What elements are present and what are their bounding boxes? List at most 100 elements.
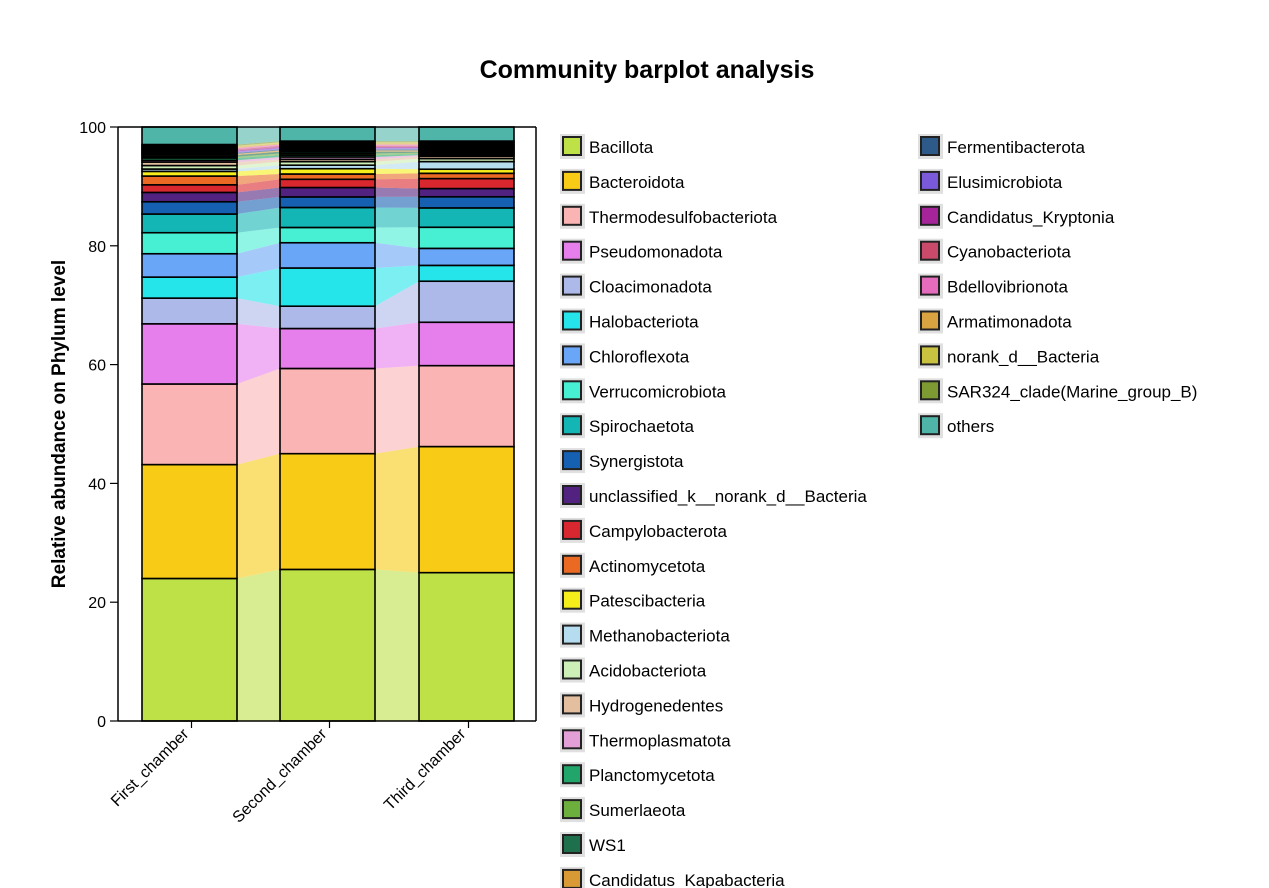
x-tick-label: Third_chamber <box>381 725 470 814</box>
legend-item[interactable]: Sumerlaeota <box>560 797 686 823</box>
bar-segment[interactable] <box>279 305 376 330</box>
legend-item[interactable]: Bdellovibrionota <box>918 273 1069 299</box>
bar-segment[interactable] <box>279 452 376 571</box>
bar-segment[interactable] <box>141 252 238 278</box>
bar-segment[interactable] <box>418 364 515 448</box>
bar-segment[interactable] <box>279 126 376 142</box>
legend-item[interactable]: Halobacteriota <box>560 308 699 334</box>
legend-item[interactable]: norank_d__Bacteria <box>918 343 1100 369</box>
legend-item[interactable]: WS1 <box>560 832 626 857</box>
bar-segment[interactable] <box>418 126 515 142</box>
legend-swatch <box>562 240 582 261</box>
flow-band <box>237 151 280 157</box>
legend-item[interactable]: Pseudomonadota <box>560 238 723 264</box>
bar-segment[interactable] <box>418 177 515 190</box>
bar-segment[interactable] <box>141 175 238 186</box>
bar-segment[interactable] <box>418 195 515 209</box>
flow-band <box>375 156 419 162</box>
bar-segment[interactable] <box>418 247 515 267</box>
bar-segment[interactable] <box>279 568 376 722</box>
legend-label: Candidatus_Kryptonia <box>947 208 1115 227</box>
bar-segment[interactable] <box>141 463 238 580</box>
bar-segment[interactable] <box>418 207 515 229</box>
legend-item[interactable]: Fermentibacterota <box>918 134 1085 159</box>
legend-item[interactable]: Methanobacteriota <box>560 622 730 648</box>
legend-item[interactable]: Elusimicrobiota <box>918 168 1063 194</box>
bar-segment[interactable] <box>418 571 515 722</box>
legend-item[interactable]: Bacteroidota <box>560 168 685 194</box>
bar-segment[interactable] <box>141 213 238 234</box>
bar-segment[interactable] <box>141 577 238 722</box>
bar-segment[interactable] <box>141 323 238 385</box>
legend-item[interactable]: Planctomycetota <box>560 762 715 788</box>
legend-item[interactable]: Spirochaetota <box>560 413 694 439</box>
bar-segment[interactable] <box>418 187 515 198</box>
bar-segment[interactable] <box>141 276 238 299</box>
bar-segment[interactable] <box>279 267 376 307</box>
bar-segment[interactable] <box>279 178 376 189</box>
legend-item[interactable]: Synergistota <box>560 448 684 474</box>
legend-item[interactable]: Thermodesulfobacteriota <box>560 203 778 229</box>
legend-swatch <box>562 310 582 331</box>
bar-segment[interactable] <box>141 383 238 466</box>
legend-item[interactable]: Bacillota <box>560 134 654 159</box>
bar-segment[interactable] <box>279 206 376 229</box>
legend-item[interactable]: Chloroflexota <box>560 343 690 369</box>
bar-segment[interactable] <box>279 196 376 209</box>
legend-item[interactable]: Campylobacterota <box>560 517 728 543</box>
bar-segment[interactable] <box>418 160 515 171</box>
bar-segment[interactable] <box>141 200 238 215</box>
bar-segment[interactable] <box>418 264 515 283</box>
legend-item[interactable]: Hydrogenedentes <box>560 692 723 718</box>
flow-band <box>237 148 280 153</box>
legend-item[interactable]: SAR324_clade(Marine_group_B) <box>918 378 1197 404</box>
bar-segment[interactable] <box>141 184 238 194</box>
legend-label: Synergistota <box>589 452 684 471</box>
legend-item[interactable]: others <box>918 413 994 439</box>
bar-segment[interactable] <box>279 367 376 455</box>
legend-item[interactable]: Thermoplasmatota <box>560 727 731 753</box>
legend-swatch <box>562 170 582 191</box>
legend-item[interactable]: Actinomycetota <box>560 552 706 578</box>
flow-band <box>375 148 419 150</box>
legend-item[interactable]: Cloacimonadota <box>560 273 712 299</box>
legend-item[interactable]: Patescibacteria <box>560 587 706 613</box>
legend-item[interactable]: Acidobacteriota <box>560 657 707 683</box>
legend-item[interactable]: Candidatus_Kryptonia <box>918 203 1115 229</box>
bar-segment[interactable] <box>141 297 238 325</box>
legend-label: Thermoplasmatota <box>589 731 731 750</box>
legend-label: others <box>947 417 994 436</box>
bar-segment[interactable] <box>418 280 515 324</box>
bar-segment[interactable] <box>279 241 376 269</box>
legend-item[interactable]: Cyanobacteriota <box>918 238 1071 264</box>
legend-item[interactable]: Verrucomicrobiota <box>560 378 727 404</box>
legend-label: unclassified_k__norank_d__Bacteria <box>589 487 867 506</box>
flow-band <box>375 146 419 149</box>
legend-item[interactable]: Candidatus_Kapabacteria <box>560 866 785 888</box>
flow-band <box>237 149 280 154</box>
flow-band <box>375 187 419 197</box>
bar-segment[interactable] <box>279 186 376 198</box>
flow-band <box>237 196 280 215</box>
bar-segment[interactable] <box>418 445 515 574</box>
bar-segment[interactable] <box>279 226 376 244</box>
bar-segment[interactable] <box>141 191 238 203</box>
flow-band <box>375 207 419 228</box>
legend-swatch <box>920 415 940 436</box>
flow-band <box>375 196 419 208</box>
legend-item[interactable]: unclassified_k__norank_d__Bacteria <box>560 483 867 508</box>
legend-label: SAR324_clade(Marine_group_B) <box>947 382 1197 401</box>
legend-label: Halobacteriota <box>589 313 699 332</box>
flow-band <box>375 265 419 307</box>
flow-band <box>375 158 419 166</box>
bar-segment[interactable] <box>279 327 376 370</box>
bar-segment[interactable] <box>141 126 238 146</box>
bar-segment[interactable] <box>141 231 238 255</box>
legend-label: Bdellovibrionota <box>947 278 1069 297</box>
legend-swatch <box>562 764 582 785</box>
bar-segment[interactable] <box>418 226 515 250</box>
legend-swatch <box>562 275 582 296</box>
bar-segment[interactable] <box>418 321 515 367</box>
legend-item[interactable]: Armatimonadota <box>918 308 1072 334</box>
